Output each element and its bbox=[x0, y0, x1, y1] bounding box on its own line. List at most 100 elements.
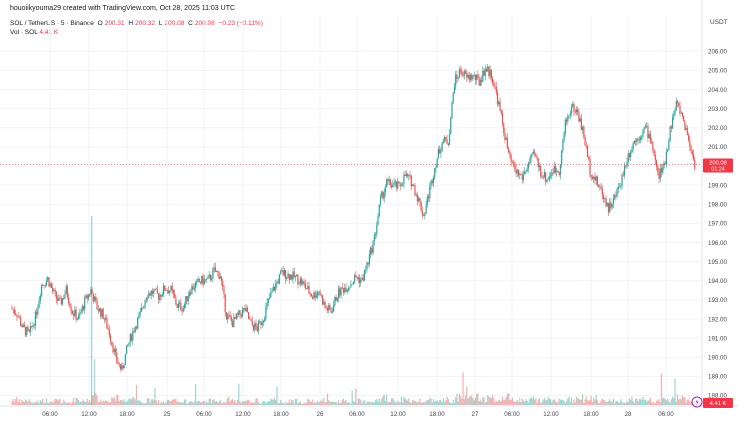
volume-bar bbox=[86, 398, 88, 405]
candle-body bbox=[506, 137, 509, 148]
volume-bar bbox=[12, 399, 14, 405]
candle-body bbox=[551, 172, 553, 176]
candle-body bbox=[239, 310, 241, 315]
candle-body bbox=[219, 276, 221, 279]
volume-bar bbox=[596, 399, 599, 405]
volume-bar bbox=[548, 399, 550, 405]
candle-body bbox=[557, 171, 559, 173]
close-label: C bbox=[188, 20, 193, 27]
volume-bar bbox=[409, 402, 411, 405]
volume-bar bbox=[117, 395, 119, 405]
candle-body bbox=[616, 188, 618, 197]
volume-bar bbox=[378, 398, 380, 405]
candle-body bbox=[80, 311, 82, 314]
volume-bar bbox=[250, 402, 252, 405]
candle-body bbox=[675, 101, 677, 111]
volume-bar bbox=[419, 398, 421, 405]
price-axis[interactable]: USDT 206.00 205.00 204.00 203.00 202.00 201.00… bbox=[701, 0, 728, 406]
volume-bar bbox=[686, 399, 688, 405]
volume-bar bbox=[595, 395, 597, 405]
candle-body bbox=[160, 294, 162, 297]
volume-bar bbox=[341, 399, 343, 405]
candle-body bbox=[355, 275, 357, 277]
candle-body bbox=[520, 174, 522, 176]
candle-body bbox=[653, 149, 655, 156]
volume-bar bbox=[668, 401, 670, 405]
volume-bar bbox=[149, 402, 151, 405]
candle-body bbox=[257, 321, 260, 332]
last-price-text: 200.08 bbox=[709, 160, 727, 166]
volume-bar bbox=[217, 402, 219, 405]
volume-bar bbox=[598, 403, 600, 405]
candle-body bbox=[195, 282, 197, 289]
y-tick-label: 198.00 bbox=[708, 202, 727, 209]
candle-body bbox=[212, 269, 214, 279]
volume-bar bbox=[185, 399, 187, 405]
volume-label[interactable]: Vol · SOL bbox=[10, 29, 38, 36]
volume-bar bbox=[659, 402, 661, 405]
volume-bar bbox=[346, 402, 348, 405]
volume-bar bbox=[234, 400, 236, 405]
volume-bar bbox=[344, 401, 346, 405]
x-tick-label: 27 bbox=[472, 411, 479, 418]
candle-body bbox=[98, 308, 101, 312]
candle-body bbox=[43, 284, 45, 286]
volume-bar bbox=[487, 395, 489, 405]
volume-bar bbox=[671, 396, 674, 405]
candle-body bbox=[426, 196, 428, 205]
candle-body bbox=[287, 273, 289, 278]
candle-body bbox=[42, 284, 44, 286]
volume-bar bbox=[411, 400, 414, 405]
volume-value: 4.41 K bbox=[39, 29, 59, 36]
symbol-label[interactable]: SOL / TetherUS · 5 · Binance bbox=[10, 20, 94, 27]
volume-bar bbox=[351, 390, 353, 405]
volume-bar bbox=[670, 399, 672, 405]
volume-bar bbox=[286, 402, 288, 405]
volume-bar bbox=[617, 402, 619, 405]
candle-body bbox=[487, 66, 489, 72]
volume-bar bbox=[328, 400, 330, 405]
candle-body bbox=[667, 150, 669, 152]
volume-bar bbox=[612, 398, 615, 405]
candle-body bbox=[86, 295, 88, 299]
candle-body bbox=[186, 296, 188, 302]
volume-bar bbox=[562, 400, 564, 405]
volume-bar bbox=[451, 403, 453, 405]
volume-bar bbox=[366, 401, 368, 405]
time-axis[interactable]: 06:00 12:00 18:00 25 06:00 12:00 18:00 26 06:00 1… bbox=[0, 405, 738, 418]
volume-bar bbox=[13, 402, 16, 405]
candle-body bbox=[252, 325, 255, 331]
volume-bar bbox=[219, 399, 221, 405]
candle-body bbox=[458, 69, 460, 78]
candle-body bbox=[421, 210, 423, 216]
candle-body bbox=[647, 125, 649, 139]
volume-bar bbox=[382, 396, 384, 405]
y-tick-label: 189.00 bbox=[708, 374, 727, 381]
candle-body bbox=[314, 292, 316, 298]
volume-bar bbox=[207, 403, 209, 405]
candle-body bbox=[225, 312, 228, 320]
volume-bar bbox=[463, 399, 465, 405]
volume-bar bbox=[142, 403, 144, 405]
lightning-circle-icon[interactable] bbox=[691, 396, 703, 408]
volume-bar bbox=[393, 400, 395, 405]
volume-bar bbox=[53, 401, 55, 405]
volume-bar bbox=[474, 397, 476, 405]
candle-body bbox=[116, 352, 118, 362]
candle-body bbox=[249, 318, 251, 320]
volume-bar bbox=[199, 402, 202, 405]
volume-bar bbox=[171, 399, 173, 405]
volume-bar bbox=[626, 400, 628, 405]
candle-body bbox=[217, 271, 219, 273]
volume-bar bbox=[49, 402, 51, 405]
candle-body bbox=[641, 135, 643, 138]
candle-body bbox=[633, 140, 635, 144]
candle-body bbox=[388, 179, 390, 182]
candle-body bbox=[315, 295, 318, 298]
volume-bar bbox=[52, 402, 54, 405]
candle-body bbox=[28, 329, 30, 332]
volume-bar bbox=[79, 402, 81, 405]
volume-bar bbox=[317, 400, 319, 405]
candle-body bbox=[254, 323, 256, 331]
